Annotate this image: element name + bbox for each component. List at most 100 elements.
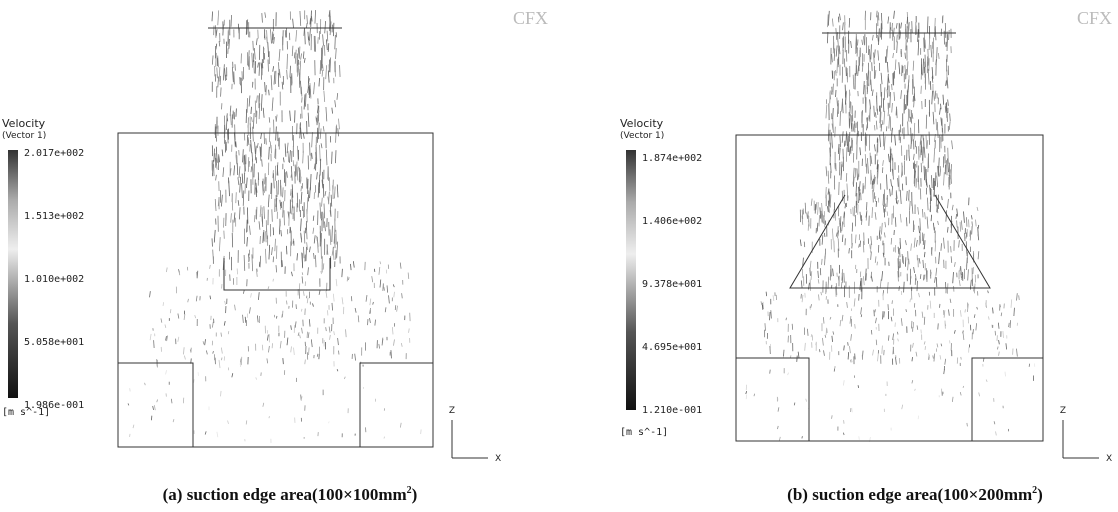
vector: [876, 261, 878, 266]
vector: [212, 249, 214, 264]
vector: [948, 162, 951, 177]
vector: [807, 216, 810, 222]
vector: [849, 359, 852, 363]
vector: [286, 171, 288, 178]
vector: [931, 76, 934, 83]
vector: [827, 170, 830, 184]
vector: [257, 315, 259, 323]
vector: [913, 153, 915, 160]
vector: [268, 345, 270, 353]
vector: [833, 48, 836, 61]
vector: [959, 310, 962, 317]
vector: [273, 37, 275, 44]
vector: [925, 114, 928, 129]
vector: [939, 355, 942, 360]
vector: [878, 28, 880, 45]
vector: [294, 49, 297, 64]
vector: [323, 90, 326, 102]
vector: [801, 436, 803, 439]
vector: [325, 149, 328, 166]
vector: [904, 52, 906, 59]
vector: [886, 211, 889, 216]
vector: [253, 61, 255, 74]
vector: [247, 137, 250, 146]
vector: [895, 197, 898, 204]
vector: [321, 70, 323, 77]
vector: [857, 385, 859, 389]
vector: [976, 206, 979, 212]
vector: [887, 73, 889, 90]
vector: [309, 82, 312, 97]
vector: [219, 237, 221, 252]
vector: [172, 419, 175, 423]
vector: [841, 269, 844, 281]
vector: [873, 124, 876, 131]
vector: [303, 291, 305, 296]
vector: [307, 195, 310, 202]
vector: [837, 226, 839, 239]
vector: [877, 12, 880, 21]
vector: [858, 436, 860, 440]
vector: [863, 81, 865, 95]
vector: [921, 311, 924, 318]
vector: [929, 188, 932, 204]
vector: [866, 117, 868, 123]
vector: [891, 84, 893, 91]
vector: [215, 146, 218, 163]
vector: [852, 123, 855, 132]
legend-label: 4.695e+001: [642, 342, 702, 353]
vector: [392, 284, 395, 288]
vector: [213, 148, 215, 162]
vector: [284, 143, 287, 157]
vector: [239, 207, 241, 220]
vector: [256, 95, 258, 103]
vector: [939, 107, 941, 115]
vector: [935, 267, 938, 276]
vector: [325, 327, 327, 332]
vector: [976, 306, 978, 310]
vector: [292, 238, 294, 244]
vector: [862, 36, 865, 45]
vector: [835, 283, 838, 296]
vector: [308, 36, 310, 46]
vector: [251, 152, 254, 162]
vector: [857, 173, 860, 180]
vector: [879, 279, 882, 289]
vector: [278, 62, 280, 76]
vector: [275, 116, 277, 122]
vector: [906, 190, 908, 201]
vector: [317, 182, 320, 198]
vector: [268, 117, 271, 123]
vector: [286, 337, 289, 346]
vector: [1000, 312, 1003, 317]
vector: [871, 89, 874, 96]
vector: [214, 153, 217, 168]
vector: [761, 304, 764, 310]
vector: [839, 223, 842, 233]
vector: [216, 67, 218, 79]
vector: [320, 143, 323, 149]
vector: [948, 309, 950, 316]
vector: [204, 431, 207, 435]
vector: [893, 10, 895, 19]
vector: [891, 300, 893, 305]
vector: [960, 220, 963, 230]
vector: [248, 95, 251, 107]
vector: [882, 252, 885, 258]
vector: [272, 170, 274, 179]
vector: [218, 41, 221, 47]
vector: [764, 323, 766, 331]
vector: [947, 147, 949, 164]
vector: [313, 253, 315, 259]
vector: [870, 236, 873, 246]
vector: [271, 97, 274, 111]
vector: [225, 74, 227, 81]
vector: [838, 147, 841, 161]
vector: [993, 421, 996, 425]
vector: [221, 194, 223, 207]
vector: [870, 271, 873, 279]
vector: [272, 33, 275, 40]
vector: [261, 213, 264, 227]
vector: [753, 393, 755, 397]
vector: [162, 302, 164, 307]
